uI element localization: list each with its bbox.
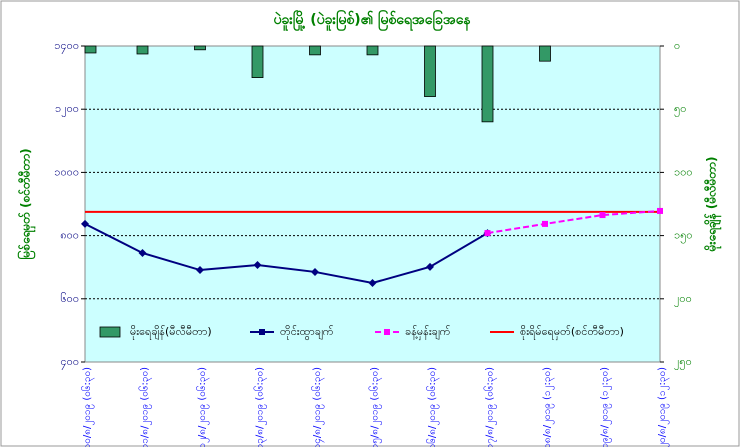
x-tick-label: ၁၇/၈/၂၀၁၉ (၀၆:၃၀) [483,367,498,447]
legend-label: တိုင်းထွာချက် [280,325,334,340]
point [426,262,434,271]
x-tick-label: ၁၃/၈/၂၀၁၉ (၀၆:၃၀) [253,367,268,447]
y-tick-label: ၈၀၀ [60,229,79,242]
point [599,212,606,219]
y-tick-label: ၁၂၀၀ [55,102,79,117]
chart-title: ပဲခူးမြို့ (ပဲခူးမြစ်)၏ မြစ်ရေအခြေအနေ [273,10,471,31]
point [196,266,204,275]
legend-label: မိုးရေချိန်(မီလီမီတာ) [130,325,212,340]
point [542,220,548,227]
y-axis-title: မြစ်ရေမှတ် (စင်တီမီတာ) [16,148,37,259]
rain-bar [424,45,436,97]
point [253,260,262,269]
y2-tick-label: ၂၀၀ [674,292,692,307]
x-tick-label: ၁၉/၈/၂၀၁၉ (၁၂:၃၀) [600,367,613,447]
y-tick-label: ၁၄၀၀ [54,39,79,54]
point [138,248,147,257]
series-line [487,209,661,235]
y2-tick-label: ၁၀၀ [674,165,693,178]
rain-bar [481,45,494,123]
y2-tick-label: ၅၀ [674,102,686,117]
point [657,207,663,214]
x-tick-label: ၂၀/၈/၂၀၁၉ (၁၂:၃၀) [657,367,670,447]
y2-tick-label: ၀ [674,39,680,52]
legend-marker [259,329,265,335]
x-tick-label: ၁၅/၈/၂၀၁၉ (၀၆:၃၀) [368,367,383,447]
y2-tick-label: ၂၅၀ [674,355,692,370]
rain-bar [539,45,551,62]
rain-bar [309,45,321,56]
rain-bar [136,45,149,55]
point [368,279,377,287]
y-tick-label: ၄၀၀ [60,355,79,370]
x-tick-label: ၁၂/၈/၂၀၁၉ (၀၆:၃၀) [195,367,210,447]
point [484,230,491,237]
legend-label: ခန့်မှန်းချက် [405,325,451,340]
x-tick-label: ၁၆/၈/၂၀၁၉ (၀၆:၃၀) [425,367,440,447]
x-tick-label: ၁၁/၈/၂၀၁၉ (၀၆:၃၀) [138,367,153,447]
rain-bar [84,45,97,54]
y2-axis-title: မိုးရေချိန် (မီလီမီတာ) [703,157,723,253]
rain-bar [194,45,206,51]
rain-bar [251,45,264,79]
y-tick-label: ၆၀၀ [60,292,79,305]
point [81,219,89,228]
point [311,267,319,276]
legend-swatch [99,326,121,338]
x-tick-label: ၁၈/၈/၂၀၁၉ (၁၂:၃၀) [542,367,555,447]
legend-marker [384,329,390,335]
plot-area [84,45,661,363]
x-tick-label: ၁၀/၈/၂၀၁၉ (၀၆:၃၀) [80,367,95,447]
series-line [84,223,489,285]
y2-tick-label: ၁၅၀ [674,229,693,244]
rain-bar [366,45,379,56]
legend-label: စိုးရိမ်ရေမှတ်(စင်တီမီတာ) [520,325,624,340]
x-tick-label: ၁၄/၈/၂၀၁၉ (၀၆:၃၀) [310,367,325,447]
y-tick-label: ၁၀၀၀ [54,165,79,178]
